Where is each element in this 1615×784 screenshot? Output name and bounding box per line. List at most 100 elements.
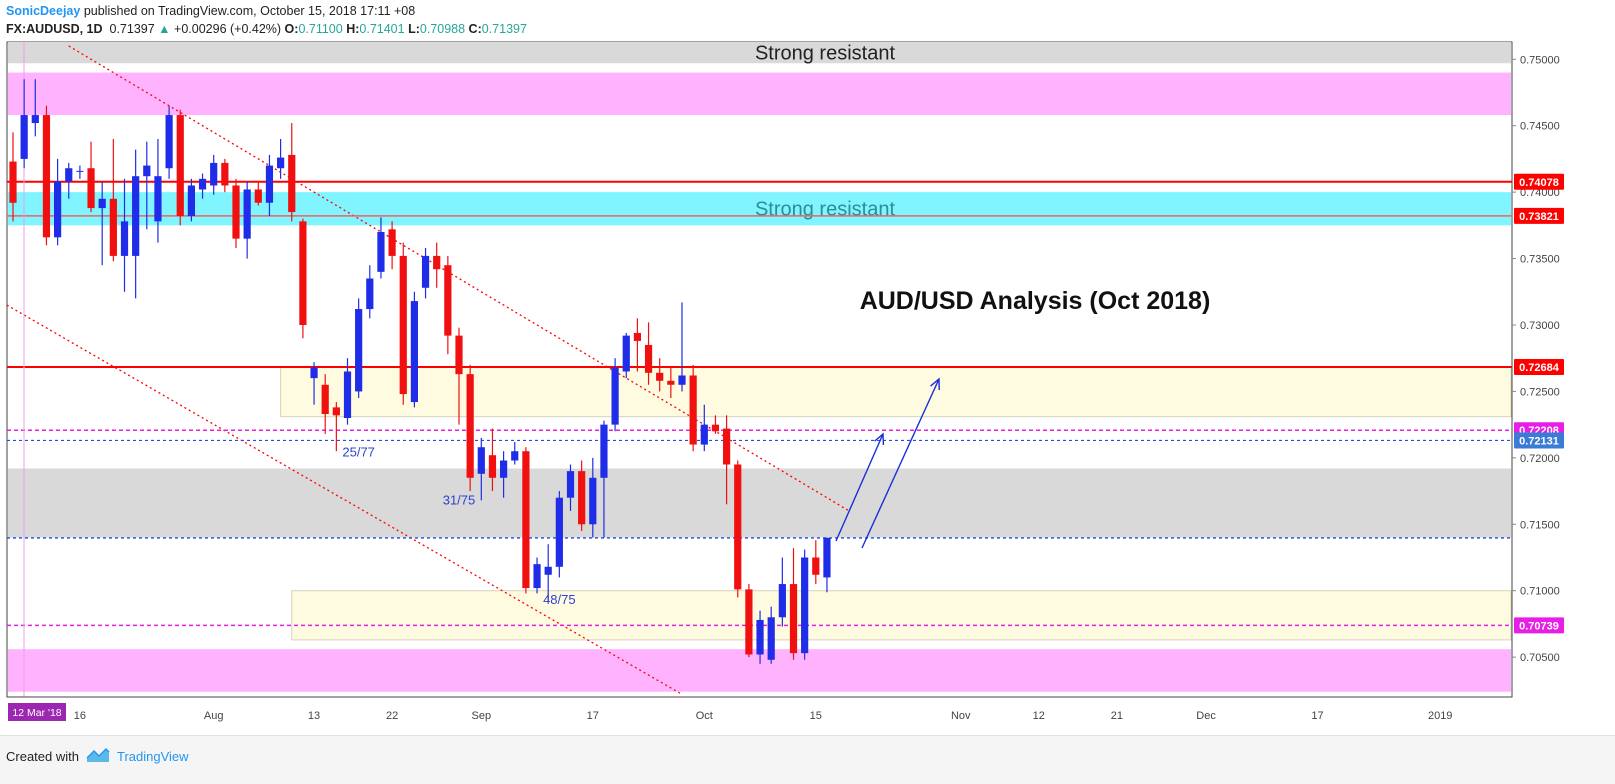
candle (488, 428, 497, 492)
candle-body (143, 165, 151, 177)
price-tag-bg (1514, 432, 1564, 449)
candle-body (165, 115, 173, 169)
candle (700, 404, 708, 452)
candle (644, 322, 653, 385)
trendline-upper (68, 45, 850, 512)
ohlc-line: FX:AUDUSD, 1D 0.71397 ▲ +0.00296 (+0.42%… (6, 22, 527, 36)
price-tag-text: 0.74078 (1519, 177, 1559, 189)
candle (20, 79, 28, 169)
candle-body (444, 265, 452, 336)
candle-body (265, 165, 274, 203)
candle-body (488, 455, 497, 478)
candle (210, 154, 218, 195)
candle-body (254, 189, 262, 203)
annotations-layer: 25/77 31/75 48/75 AUD/USD Analysis (Oct 201… (342, 287, 1210, 607)
candle-body (87, 168, 95, 209)
y-tick-label: 0.71000 (1520, 586, 1560, 598)
x-tick-label: 21 (1111, 710, 1123, 722)
x-tick-label: 22 (386, 710, 398, 722)
annotation-label: 48/75 (543, 592, 576, 607)
zone-grey-3 (8, 468, 1511, 538)
candle-body (176, 115, 184, 217)
annotation-label: 31/75 (443, 492, 476, 507)
candle (143, 141, 151, 230)
candle (265, 154, 274, 217)
candle-body (410, 301, 418, 403)
candle (566, 464, 575, 511)
zone-yellow-5 (291, 590, 1512, 641)
candle (254, 181, 262, 206)
tradingview-brand-link[interactable]: TradingView (117, 749, 189, 764)
candle (533, 557, 541, 594)
symbol-label: FX:AUDUSD, 1D (6, 22, 103, 36)
annotation-label: 25/77 (342, 445, 375, 460)
candle (277, 138, 285, 179)
candle-body (98, 198, 106, 209)
y-tick-label: 0.74000 (1520, 187, 1560, 199)
candle-body (544, 566, 552, 575)
price-change: +0.00296 (+0.42%) (174, 22, 282, 36)
arrow-head (930, 377, 940, 391)
y-tick-label: 0.72500 (1520, 386, 1560, 398)
candle (555, 491, 563, 578)
candle (801, 549, 809, 660)
high-value: 0.71401 (359, 22, 405, 36)
tradingview-logo-icon[interactable] (86, 746, 110, 764)
candle (165, 105, 173, 179)
chart-title: AUD/USD Analysis (Oct 2018) (860, 287, 1211, 315)
candle-body (76, 170, 84, 172)
candle (343, 358, 352, 425)
candle-body (522, 451, 530, 589)
price-tag-text: 0.73821 (1519, 211, 1559, 223)
candle (466, 364, 474, 492)
candle-body (154, 176, 162, 222)
author-link[interactable]: SonicDeejay (6, 4, 81, 18)
candle-body (20, 115, 28, 159)
candle-body (377, 231, 385, 272)
candle (98, 181, 106, 266)
candle (444, 255, 452, 355)
candle (132, 149, 140, 299)
candle (120, 178, 129, 292)
candle (745, 584, 753, 658)
candle (221, 158, 229, 193)
candle (377, 217, 385, 279)
candle (399, 242, 407, 405)
projection-arrow-1 (835, 432, 885, 542)
y-tick-label: 0.74500 (1520, 121, 1560, 133)
candle-body (500, 460, 508, 478)
arrow-head (874, 432, 885, 446)
x-tick-label: 17 (1311, 710, 1323, 722)
candle (656, 358, 664, 392)
candle (42, 105, 51, 246)
candle (288, 123, 296, 222)
candle-body (611, 367, 619, 425)
candle-body (723, 428, 731, 465)
candle-body (622, 335, 630, 372)
candle-body (555, 497, 563, 567)
candle (477, 437, 485, 501)
candle (600, 420, 608, 538)
x-tick-label: Nov (951, 710, 971, 722)
candle-body (232, 185, 240, 239)
candle (522, 447, 530, 594)
price-tag: 0.72131 (1514, 432, 1564, 449)
candle-body (667, 380, 675, 385)
candle (611, 358, 619, 432)
candle (232, 178, 240, 248)
candle (812, 540, 820, 585)
price-tag-bg (1514, 207, 1564, 224)
x-tick-label: 12 (1033, 710, 1045, 722)
candle-body (355, 309, 363, 392)
candle (578, 460, 586, 531)
zone-pink-0 (8, 72, 1511, 116)
candle (65, 162, 73, 199)
open-value: 0.71100 (298, 22, 343, 36)
candle-body (343, 371, 352, 418)
price-chart[interactable]: Strong resistant Strong resistant 25/77 31… (0, 0, 1615, 735)
price-tag-text: 0.70739 (1519, 620, 1559, 632)
candle-body (198, 178, 207, 190)
created-with-text: Created with (6, 749, 79, 764)
candle-body (210, 162, 218, 186)
x-start-bg (8, 703, 66, 721)
